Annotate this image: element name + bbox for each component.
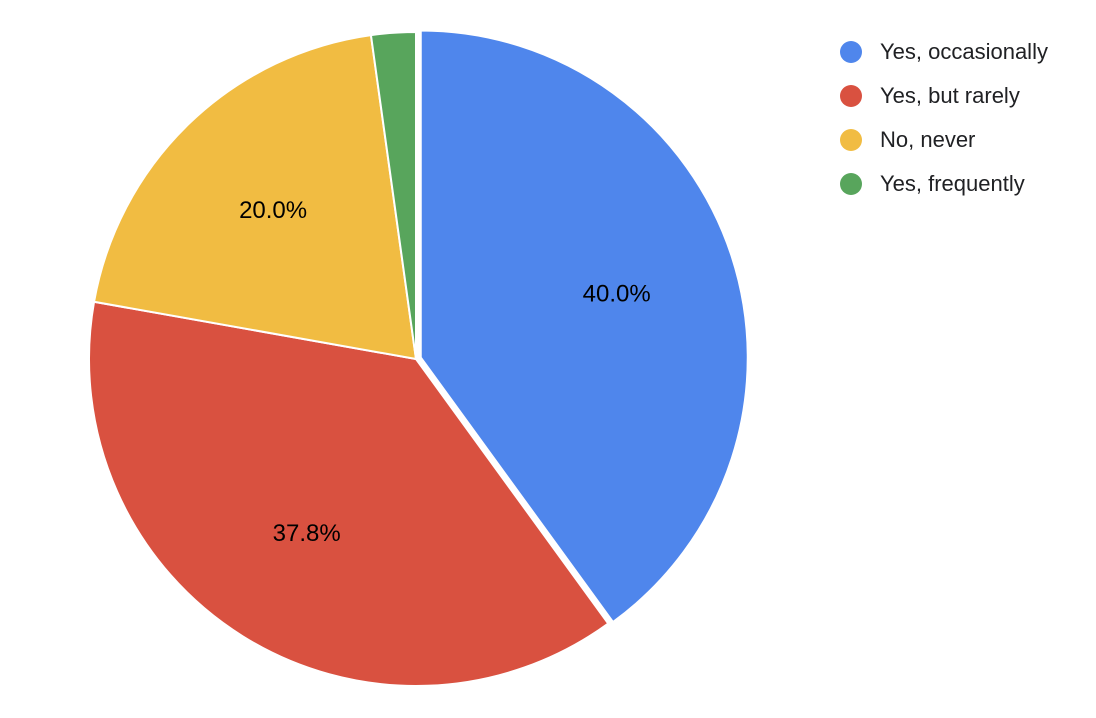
pie-slice-yes-frequently[interactable] [369,30,417,360]
slice-label-yes-occasionally: 40.0% [583,280,651,307]
pie-slice-no-never[interactable] [92,33,418,361]
legend-label-no-never: No, never [880,127,976,152]
slice-label-yes-but-rarely: 37.8% [273,520,341,547]
legend-swatch-yes-frequently [840,173,862,195]
legend-item-yes-but-rarely[interactable]: Yes, but rarely [840,74,1048,118]
legend-swatch-no-never [840,129,862,151]
pie-slice-yes-occasionally[interactable] [419,29,749,624]
legend-label-yes-occasionally: Yes, occasionally [880,39,1048,64]
legend-label-yes-but-rarely: Yes, but rarely [880,83,1020,108]
legend-swatch-yes-but-rarely [840,85,862,107]
chart-legend: Yes, occasionally Yes, but rarely No, ne… [840,30,1048,206]
pie-slices [88,29,749,687]
legend-swatch-yes-occasionally [840,41,862,63]
legend-label-yes-frequently: Yes, frequently [880,171,1025,196]
pie-slice-yes-but-rarely[interactable] [88,300,610,687]
legend-item-no-never[interactable]: No, never [840,118,1048,162]
legend-item-yes-occasionally[interactable]: Yes, occasionally [840,30,1048,74]
slice-label-no-never: 20.0% [239,197,307,224]
legend-item-yes-frequently[interactable]: Yes, frequently [840,162,1048,206]
pie-slice-labels: 40.0% 37.8% 20.0% [239,197,651,547]
